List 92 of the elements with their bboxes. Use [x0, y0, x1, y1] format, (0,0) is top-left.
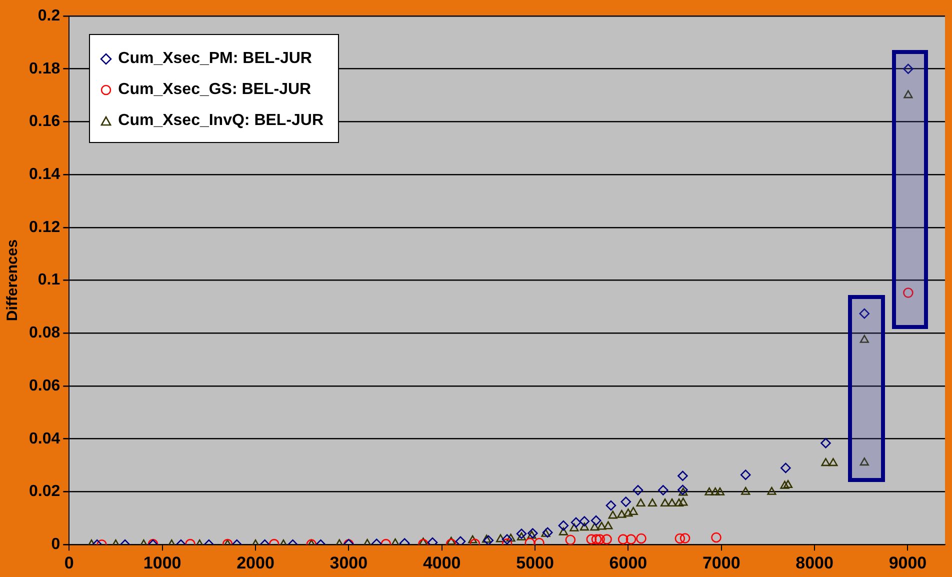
point: [468, 535, 478, 544]
legend-label: Cum_Xsec_InvQ: BEL-JUR: [118, 112, 324, 130]
point: [658, 485, 668, 496]
point: [780, 480, 790, 489]
point: [617, 510, 626, 518]
point: [390, 538, 400, 545]
point: [516, 528, 527, 539]
point: [602, 534, 612, 544]
point: [594, 534, 605, 544]
point: [780, 462, 791, 474]
point: [828, 458, 838, 466]
point: [783, 480, 793, 488]
x-tick-label: 5000: [516, 553, 554, 572]
point: [570, 517, 582, 528]
point: [667, 498, 677, 507]
point: [648, 498, 657, 507]
y-tick-label: 0.08: [29, 324, 60, 342]
point: [541, 528, 550, 537]
x-tick-label: 3000: [330, 553, 368, 572]
point: [821, 458, 830, 466]
point: [570, 523, 579, 532]
point: [597, 522, 606, 530]
point: [506, 534, 516, 542]
point: [624, 508, 633, 517]
point: [636, 498, 646, 507]
legend-label: Cum_Xsec_PM: BEL-JUR: [118, 50, 312, 68]
x-tick-label: 9000: [888, 553, 927, 572]
point: [710, 487, 720, 496]
point: [767, 486, 776, 495]
y-tick-label: 0.2: [38, 7, 60, 24]
point: [455, 536, 466, 545]
point: [482, 534, 492, 543]
point: [678, 488, 688, 496]
y-tick-label: 0: [51, 536, 60, 554]
point: [558, 520, 569, 531]
y-tick-label: 0.04: [29, 430, 60, 448]
point: [859, 308, 870, 319]
x-tick-label: 2000: [236, 553, 274, 572]
point: [628, 506, 638, 515]
point: [618, 534, 628, 544]
point: [516, 532, 526, 540]
x-tick-label: 6000: [609, 553, 648, 572]
point: [740, 470, 751, 480]
point: [527, 530, 536, 539]
point: [741, 486, 750, 495]
point: [586, 534, 597, 544]
point: [711, 532, 722, 543]
y-tick-label: 0.12: [29, 218, 60, 236]
point: [678, 484, 688, 496]
point: [591, 534, 602, 544]
point: [660, 498, 670, 507]
point: [590, 522, 600, 531]
point: [636, 533, 646, 544]
point: [860, 334, 869, 343]
legend-label: Cum_Xsec_GS: BEL-JUR: [118, 80, 312, 98]
point: [903, 288, 914, 298]
x-tick-label: 4000: [422, 553, 461, 572]
y-tick-label: 0.02: [29, 483, 60, 500]
point: [678, 498, 688, 506]
point: [565, 534, 576, 545]
point: [606, 500, 616, 511]
x-tick-label: 8000: [796, 553, 834, 572]
point: [502, 534, 512, 544]
point: [632, 485, 644, 496]
point: [558, 527, 568, 536]
y-tick-label: 0.06: [29, 377, 60, 394]
point: [680, 533, 690, 544]
point: [674, 533, 686, 544]
y-tick-label: 0.16: [29, 113, 60, 130]
y-tick-label: 0.1: [38, 272, 60, 289]
point: [580, 522, 589, 531]
point: [820, 438, 831, 448]
point: [496, 534, 506, 542]
x-tick-label: 7000: [702, 553, 740, 572]
point: [626, 534, 636, 544]
point: [590, 515, 602, 526]
x-tick-label: 0: [64, 553, 74, 572]
y-axis-title: Differences: [4, 239, 22, 322]
y-tick-label: 0.14: [29, 166, 60, 183]
point: [674, 498, 684, 507]
point: [604, 521, 613, 530]
point: [715, 487, 725, 496]
point: [860, 458, 869, 466]
point: [704, 487, 714, 496]
y-tick-label: 0.18: [29, 60, 60, 78]
point: [903, 64, 914, 74]
point: [608, 510, 618, 519]
point: [427, 537, 438, 545]
point: [678, 470, 688, 482]
point: [579, 516, 590, 526]
x-tick-label: 1000: [143, 553, 182, 572]
point: [620, 496, 632, 507]
